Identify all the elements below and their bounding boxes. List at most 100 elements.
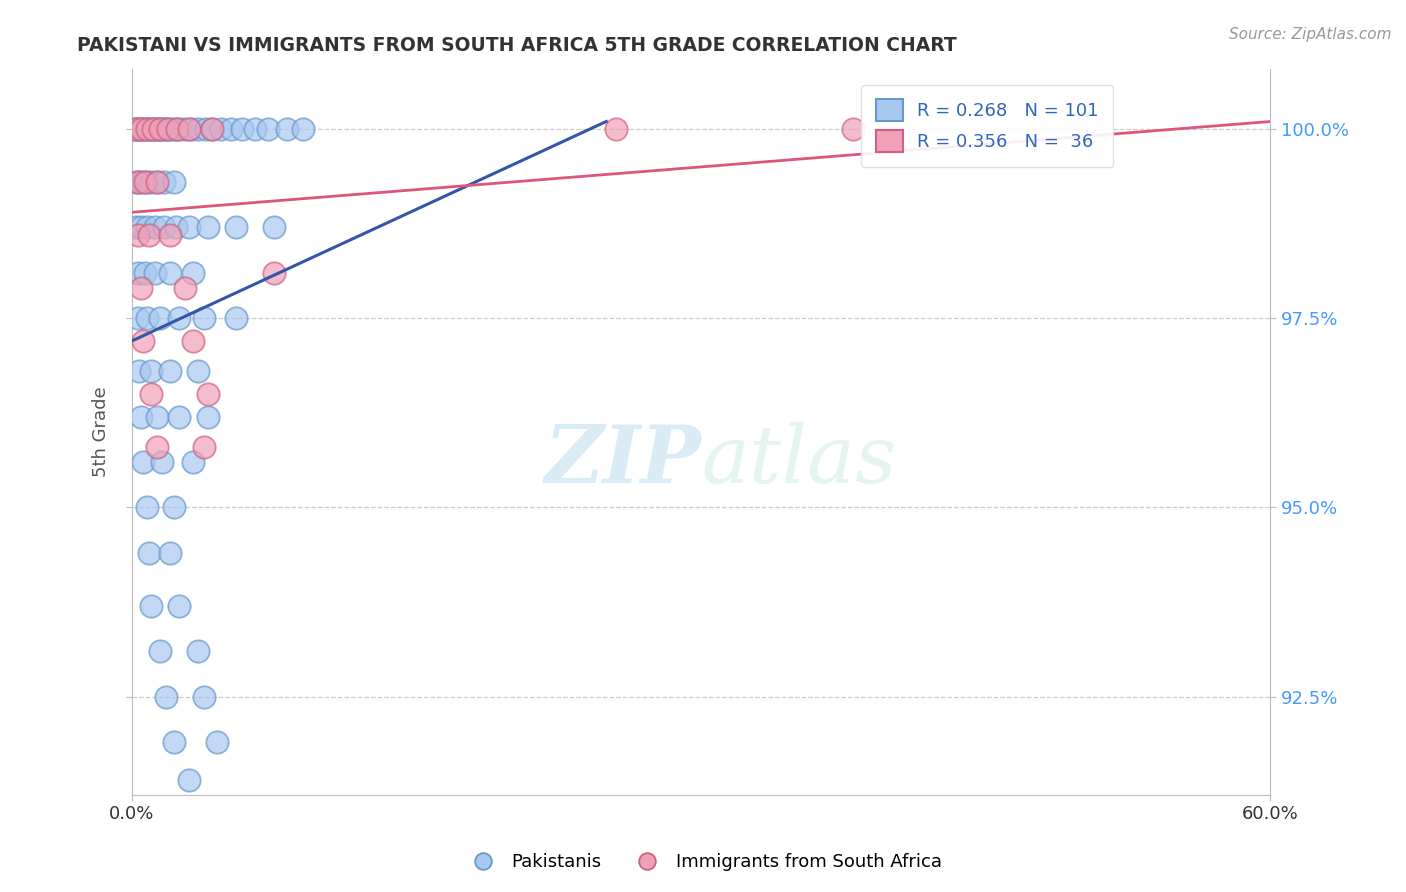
Point	[132, 122, 155, 136]
Point	[162, 735, 184, 749]
Point	[181, 266, 204, 280]
Point	[153, 122, 176, 136]
Point	[245, 122, 267, 136]
Point	[134, 175, 156, 189]
Point	[127, 122, 149, 136]
Point	[187, 644, 209, 658]
Point	[139, 175, 162, 189]
Point	[263, 220, 285, 235]
Point	[127, 311, 149, 326]
Point	[138, 546, 160, 560]
Point	[155, 690, 177, 704]
Point	[181, 334, 204, 348]
Point	[225, 311, 247, 326]
Point	[142, 122, 165, 136]
Point	[155, 122, 177, 136]
Point	[128, 175, 150, 189]
Point	[132, 334, 155, 348]
Point	[124, 220, 146, 235]
Point	[263, 266, 285, 280]
Point	[139, 122, 162, 136]
Y-axis label: 5th Grade: 5th Grade	[93, 386, 110, 477]
Point	[145, 440, 167, 454]
Point	[177, 122, 200, 136]
Point	[124, 122, 146, 136]
Point	[131, 281, 153, 295]
Point	[149, 644, 172, 658]
Point	[124, 175, 146, 189]
Text: Source: ZipAtlas.com: Source: ZipAtlas.com	[1229, 27, 1392, 42]
Point	[197, 409, 219, 424]
Point	[143, 122, 166, 136]
Point	[276, 122, 298, 136]
Point	[145, 409, 167, 424]
Point	[139, 387, 162, 401]
Point	[145, 122, 167, 136]
Point	[187, 122, 209, 136]
Point	[180, 122, 202, 136]
Point	[225, 220, 247, 235]
Point	[257, 122, 280, 136]
Point	[127, 227, 149, 242]
Point	[166, 122, 188, 136]
Point	[136, 175, 159, 189]
Point	[136, 500, 159, 515]
Point	[148, 122, 170, 136]
Point	[136, 122, 159, 136]
Point	[169, 599, 191, 613]
Point	[139, 599, 162, 613]
Point	[219, 122, 242, 136]
Point	[174, 122, 197, 136]
Point	[131, 409, 153, 424]
Point	[124, 122, 146, 136]
Point	[605, 122, 627, 136]
Text: ZIP: ZIP	[544, 422, 702, 500]
Point	[132, 175, 155, 189]
Point	[127, 175, 149, 189]
Point	[122, 122, 145, 136]
Point	[128, 364, 150, 378]
Point	[177, 220, 200, 235]
Point	[169, 311, 191, 326]
Text: atlas: atlas	[702, 422, 897, 500]
Point	[138, 122, 160, 136]
Point	[156, 122, 179, 136]
Point	[159, 546, 181, 560]
Point	[160, 122, 183, 136]
Point	[150, 122, 173, 136]
Point	[134, 122, 156, 136]
Point	[165, 122, 187, 136]
Point	[139, 364, 162, 378]
Point	[131, 122, 153, 136]
Point	[193, 440, 215, 454]
Point	[193, 311, 215, 326]
Point	[162, 500, 184, 515]
Point	[131, 220, 153, 235]
Legend: R = 0.268   N = 101, R = 0.356   N =  36: R = 0.268 N = 101, R = 0.356 N = 36	[862, 85, 1114, 167]
Point	[200, 122, 222, 136]
Point	[145, 175, 167, 189]
Point	[197, 220, 219, 235]
Point	[174, 281, 197, 295]
Point	[207, 735, 229, 749]
Point	[187, 364, 209, 378]
Point	[127, 266, 149, 280]
Point	[136, 220, 159, 235]
Point	[169, 409, 191, 424]
Text: PAKISTANI VS IMMIGRANTS FROM SOUTH AFRICA 5TH GRADE CORRELATION CHART: PAKISTANI VS IMMIGRANTS FROM SOUTH AFRIC…	[77, 36, 957, 54]
Point	[149, 311, 172, 326]
Point	[159, 266, 181, 280]
Point	[156, 122, 179, 136]
Point	[162, 175, 184, 189]
Point	[138, 227, 160, 242]
Point	[145, 175, 167, 189]
Point	[153, 220, 176, 235]
Point	[169, 122, 191, 136]
Point	[197, 387, 219, 401]
Point	[181, 455, 204, 469]
Point	[165, 220, 187, 235]
Point	[193, 690, 215, 704]
Point	[136, 122, 159, 136]
Point	[194, 122, 217, 136]
Point	[142, 122, 165, 136]
